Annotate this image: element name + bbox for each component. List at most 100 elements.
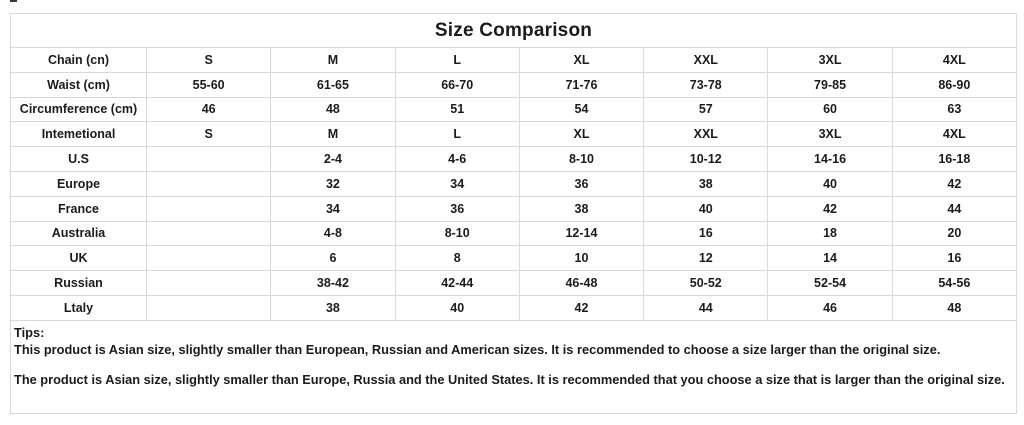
table-row: France 34 36 38 40 42 44 xyxy=(10,195,1018,222)
table-row: Russian 38-42 42-44 46-48 50-52 52-54 54-56 xyxy=(10,270,1018,296)
size-cell: 14 xyxy=(767,245,893,272)
table-row: U.S 2-4 4-6 8-10 10-12 14-16 16-18 xyxy=(10,146,1018,172)
size-cell: 16-18 xyxy=(891,146,1018,172)
size-cell: 73-78 xyxy=(643,71,769,98)
size-cell: XXL xyxy=(643,121,769,148)
size-cell: 12 xyxy=(643,245,769,272)
size-cell: 46 xyxy=(145,96,272,123)
size-cell: 18 xyxy=(767,220,893,247)
size-cell xyxy=(145,270,272,296)
row-label: Chain (cn) xyxy=(10,47,147,73)
size-cell: 52-54 xyxy=(767,270,893,296)
size-cell: M xyxy=(270,121,396,148)
size-cell: 3XL xyxy=(767,47,893,73)
size-cell: 54-56 xyxy=(891,270,1018,296)
page-title: Size Comparison xyxy=(10,13,1017,47)
size-cell: 4-6 xyxy=(394,146,520,172)
size-cell: XL xyxy=(518,47,645,73)
size-cell: 12-14 xyxy=(518,220,645,247)
size-cell: 4-8 xyxy=(270,220,396,247)
size-cell: 57 xyxy=(643,96,769,123)
size-cell: 51 xyxy=(394,96,520,123)
size-cell: S xyxy=(145,121,272,148)
table-row: Australia 4-8 8-10 12-14 16 18 20 xyxy=(10,220,1018,247)
table-row: UK 6 8 10 12 14 16 xyxy=(10,245,1018,272)
size-cell: S xyxy=(145,47,272,73)
size-cell: 46-48 xyxy=(518,270,645,296)
size-chart: Size Comparison Chain (cn) S M L XL XXL 3XL 4XL… xyxy=(10,13,1018,414)
size-cell: 34 xyxy=(270,195,396,222)
size-cell: 63 xyxy=(891,96,1018,123)
size-cell: 42 xyxy=(518,294,645,321)
row-label: Europe xyxy=(10,170,147,197)
size-cell: 86-90 xyxy=(891,71,1018,98)
size-cell xyxy=(145,170,272,197)
size-cell: 71-76 xyxy=(518,71,645,98)
size-cell: 32 xyxy=(270,170,396,197)
row-label: Ltaly xyxy=(10,294,147,321)
table-row: Europe 32 34 36 38 40 42 xyxy=(10,170,1018,197)
tips-section: Tips: This product is Asian size, slight… xyxy=(10,320,1017,414)
size-cell: 38 xyxy=(643,170,769,197)
size-cell: 8-10 xyxy=(394,220,520,247)
size-cell: 40 xyxy=(394,294,520,321)
size-cell: 16 xyxy=(891,245,1018,272)
size-cell: XL xyxy=(518,121,645,148)
size-table: Chain (cn) S M L XL XXL 3XL 4XL Waist (cm) 55-60 6… xyxy=(10,47,1018,321)
size-cell: 38 xyxy=(518,195,645,222)
size-cell: 61-65 xyxy=(270,71,396,98)
size-cell: 8-10 xyxy=(518,146,645,172)
size-cell: 54 xyxy=(518,96,645,123)
row-label: Intemetional xyxy=(10,121,147,148)
size-cell: M xyxy=(270,47,396,73)
row-label: France xyxy=(10,195,147,222)
size-cell: 40 xyxy=(767,170,893,197)
table-row: Chain (cn) S M L XL XXL 3XL 4XL xyxy=(10,47,1018,73)
size-cell: 38 xyxy=(270,294,396,321)
crop-artifact-mark xyxy=(10,0,17,2)
size-cell xyxy=(145,220,272,247)
size-cell: 42 xyxy=(767,195,893,222)
size-cell: 2-4 xyxy=(270,146,396,172)
size-cell: 46 xyxy=(767,294,893,321)
row-label: Waist (cm) xyxy=(10,71,147,98)
table-row: Waist (cm) 55-60 61-65 66-70 71-76 73-78 79-85… xyxy=(10,71,1018,98)
size-cell: 42-44 xyxy=(394,270,520,296)
row-label: Australia xyxy=(10,220,147,247)
table-row: Ltaly 38 40 42 44 46 48 xyxy=(10,294,1018,321)
size-cell: L xyxy=(394,121,520,148)
size-cell: 55-60 xyxy=(145,71,272,98)
size-cell: L xyxy=(394,47,520,73)
tips-heading: Tips: xyxy=(14,324,45,340)
size-cell: 38-42 xyxy=(270,270,396,296)
row-label: Circumference (cm) xyxy=(10,96,147,123)
tips-line-2: The product is Asian size, slightly smal… xyxy=(14,371,1005,387)
size-cell: 66-70 xyxy=(394,71,520,98)
size-cell: 42 xyxy=(891,170,1018,197)
size-cell: 10 xyxy=(518,245,645,272)
size-cell: 36 xyxy=(518,170,645,197)
size-cell: 36 xyxy=(394,195,520,222)
size-cell: 79-85 xyxy=(767,71,893,98)
size-cell: 40 xyxy=(643,195,769,222)
size-table-body: Chain (cn) S M L XL XXL 3XL 4XL Waist (cm) 55-60 6… xyxy=(10,47,1018,321)
size-cell xyxy=(145,146,272,172)
size-cell xyxy=(145,195,272,222)
size-cell: 4XL xyxy=(891,121,1018,148)
table-row: Intemetional S M L XL XXL 3XL 4XL xyxy=(10,121,1018,148)
size-cell: 50-52 xyxy=(643,270,769,296)
size-cell: 44 xyxy=(891,195,1018,222)
size-cell: 34 xyxy=(394,170,520,197)
row-label: UK xyxy=(10,245,147,272)
size-cell xyxy=(145,245,272,272)
size-cell: 6 xyxy=(270,245,396,272)
size-cell: 8 xyxy=(394,245,520,272)
row-label: U.S xyxy=(10,146,147,172)
tips-line-1: This product is Asian size, slightly sma… xyxy=(14,341,941,357)
table-row: Circumference (cm) 46 48 51 54 57 60 63 xyxy=(10,96,1018,123)
size-cell: 48 xyxy=(891,294,1018,321)
size-cell: 48 xyxy=(270,96,396,123)
size-cell: 4XL xyxy=(891,47,1018,73)
row-label: Russian xyxy=(10,270,147,296)
size-cell: 10-12 xyxy=(643,146,769,172)
